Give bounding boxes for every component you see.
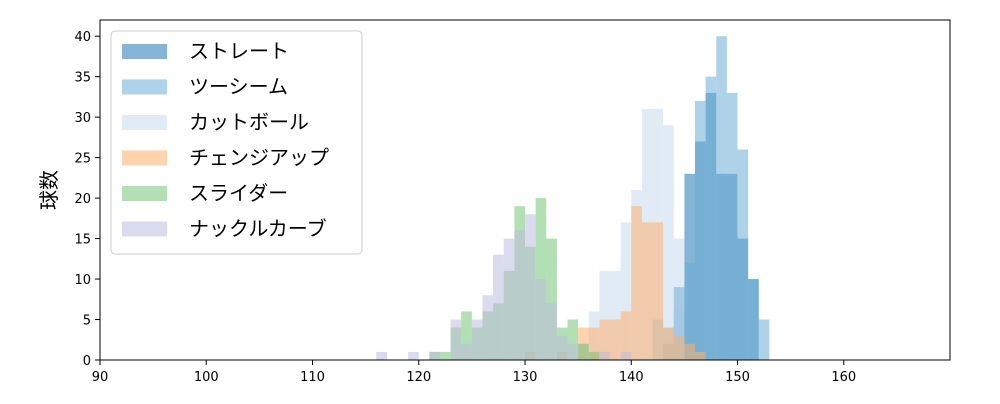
histogram-bar — [684, 262, 696, 360]
histogram-bar — [503, 238, 515, 360]
legend-swatch — [122, 79, 167, 95]
histogram-bar — [588, 351, 600, 360]
legend-label: ストレート — [189, 39, 289, 63]
histogram-bar — [514, 230, 526, 360]
bars-layer — [376, 36, 770, 361]
histogram-bar — [716, 36, 727, 360]
histogram-bar — [546, 238, 557, 360]
legend-label: チェンジアップ — [189, 146, 329, 170]
histogram-bar — [567, 343, 579, 360]
histogram-bar — [546, 303, 557, 360]
histogram-bar — [620, 311, 632, 360]
legend-label: スライダー — [189, 181, 288, 205]
legend-swatch — [122, 150, 167, 166]
histogram-bar — [599, 319, 611, 360]
histogram-bar — [567, 319, 579, 360]
y-tick-label: 10 — [74, 273, 91, 288]
histogram-bar — [705, 76, 717, 361]
histogram-bar — [663, 327, 674, 360]
x-tick-label: 130 — [513, 370, 538, 385]
histogram-bar — [429, 351, 441, 360]
histogram-bar — [695, 100, 706, 360]
y-tick-label: 40 — [74, 30, 91, 45]
y-tick-label: 15 — [74, 233, 91, 248]
histogram-bar — [599, 351, 611, 360]
histogram-bar — [652, 222, 664, 360]
histogram-bar — [673, 335, 685, 360]
histogram-bar — [525, 214, 536, 360]
histogram-bar — [450, 319, 462, 360]
histogram-bar — [673, 238, 685, 360]
histogram-bar — [461, 311, 472, 360]
histogram-bar — [663, 125, 674, 361]
x-tick-label: 140 — [619, 370, 644, 385]
legend-box — [110, 30, 363, 255]
legend-swatch — [122, 186, 167, 201]
legend-label: ナックルカーブ — [189, 217, 327, 241]
x-tick-label: 160 — [831, 370, 856, 385]
y-tick-label: 5 — [83, 314, 91, 329]
histogram-bar — [599, 270, 611, 360]
x-axis: 90 100 110 120 130 140 150 160 — [92, 360, 856, 385]
histogram-bar — [726, 92, 738, 361]
histogram-bar — [588, 327, 600, 360]
legend-label: ツーシーム — [189, 75, 288, 99]
y-tick-label: 25 — [74, 152, 91, 167]
y-tick-label: 30 — [74, 111, 91, 126]
histogram-bar — [620, 222, 632, 360]
x-tick-label: 150 — [725, 370, 750, 385]
histogram-bar — [461, 343, 472, 360]
histogram-bar — [641, 222, 653, 360]
legend-label: カットボール — [189, 110, 309, 134]
y-tick-label: 0 — [83, 354, 91, 369]
histogram-bar — [758, 319, 770, 360]
y-tick-label: 35 — [74, 71, 91, 86]
legend-swatch — [122, 44, 167, 59]
y-axis-label: 球数 — [37, 170, 61, 210]
x-tick-label: 120 — [406, 370, 431, 385]
histogram-bar — [493, 254, 504, 360]
x-tick-label: 90 — [92, 370, 109, 385]
histogram-bar — [482, 295, 494, 360]
y-tick-label: 20 — [74, 192, 91, 207]
histogram-bar — [684, 343, 696, 360]
histogram-bar — [610, 319, 621, 360]
histogram-bar — [408, 351, 419, 360]
histogram-bar — [535, 279, 547, 360]
x-tick-label: 100 — [194, 370, 219, 385]
histogram-bar — [620, 351, 632, 360]
histogram-bar — [737, 149, 749, 360]
histogram-bar — [748, 279, 759, 360]
legend-swatch — [122, 221, 167, 237]
histogram-bar — [578, 343, 589, 360]
histogram-bar — [631, 206, 642, 360]
histogram-bar — [471, 319, 483, 360]
x-tick-label: 110 — [300, 370, 325, 385]
legend-swatch — [122, 115, 167, 130]
histogram-bar — [376, 351, 387, 360]
histogram-bar — [440, 351, 451, 360]
histogram-bar — [610, 270, 621, 360]
histogram-bar — [556, 335, 568, 360]
histogram-bar — [695, 351, 706, 360]
y-axis: 0 5 10 15 20 25 30 35 40 — [74, 30, 100, 369]
